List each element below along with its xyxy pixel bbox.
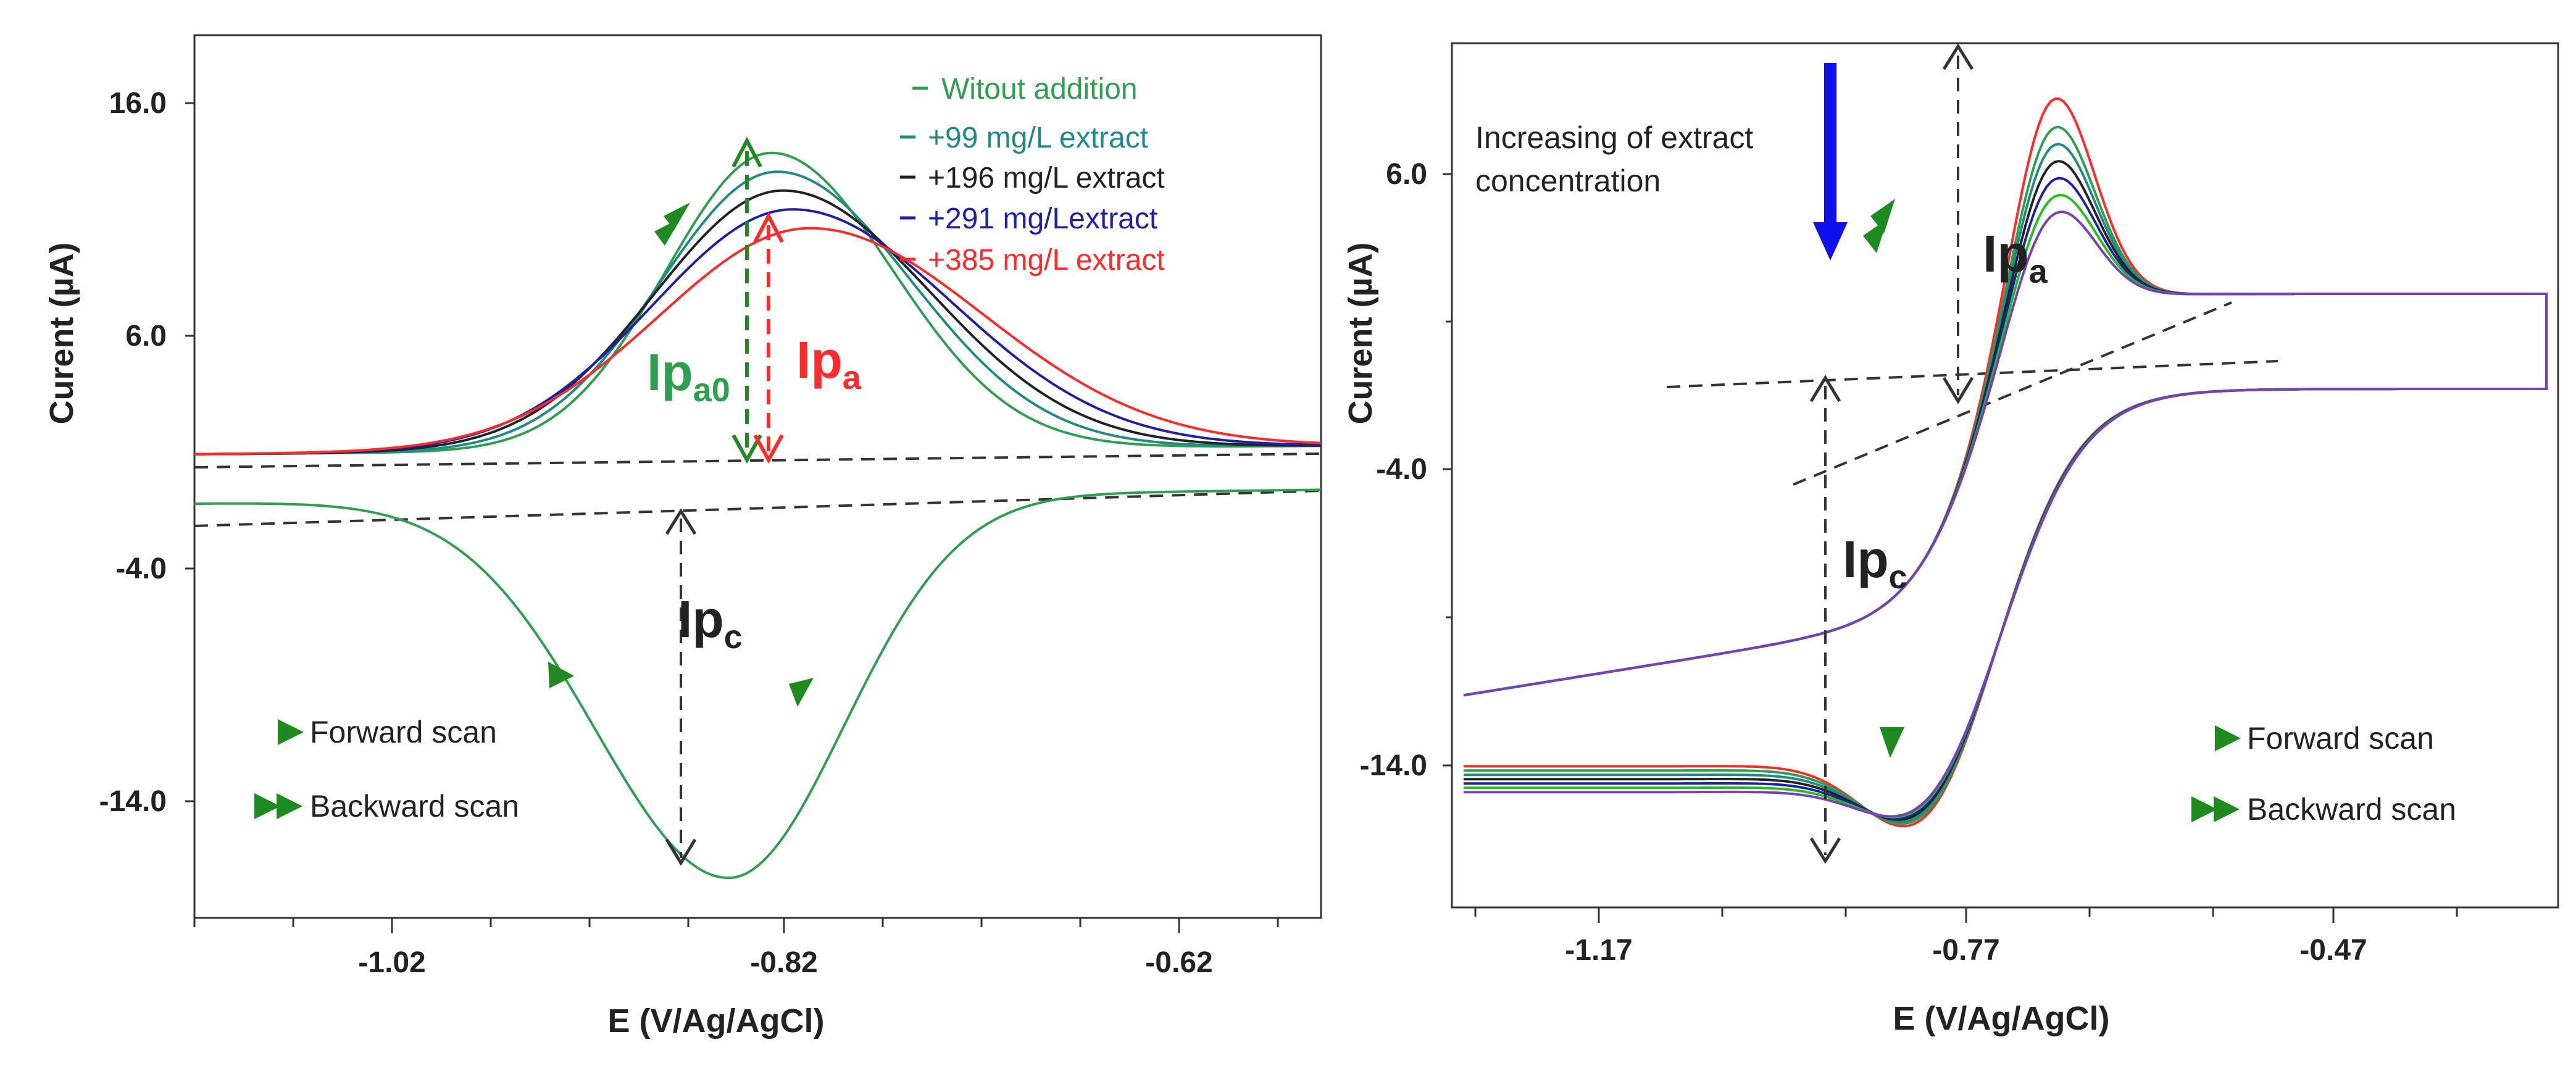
left-series-curves <box>194 151 1322 880</box>
right-ytick-label: 6.0 <box>1386 158 1427 191</box>
left-plot-frame <box>193 34 1322 919</box>
left-ipa0-label: Ipa0 <box>647 343 730 409</box>
left-scan-legend: Forward scan Backward scan <box>254 715 519 823</box>
right-cathodic-baseline <box>1793 301 2232 486</box>
left-cathodic-curve <box>194 488 1322 880</box>
backward-scan-icon <box>2191 796 2217 822</box>
right-xtick-label: -0.47 <box>2299 934 2367 967</box>
left-ipc-label: Ipc <box>678 590 743 656</box>
right-ipa-arrowhead <box>1942 377 1974 404</box>
legend-entry-label: +291 mg/Lextract <box>928 202 1157 235</box>
right-plot-frame <box>1451 42 2559 909</box>
left-x-axis-title: E (V/Ag/AgCl) <box>608 1002 825 1040</box>
right-xtick-marks <box>1474 907 2458 923</box>
left-ipa-label: Ipa <box>796 331 862 396</box>
left-anodic-curve <box>194 151 1321 456</box>
backward-scan-label: Backward scan <box>310 789 519 823</box>
backward-scan-icon <box>254 793 280 819</box>
concentration-annotation-line2: concentration <box>1475 164 1661 198</box>
left-ytick-label: 16.0 <box>109 87 167 120</box>
left-curve-backward-arrow <box>789 678 814 707</box>
right-ipc-label: Ipc <box>1843 530 1907 596</box>
left-anodic-curve <box>194 227 1322 456</box>
left-xtick-marks <box>193 918 1279 933</box>
right-scan-legend: Forward scan Backward scan <box>2191 721 2456 827</box>
left-ipc-arrowhead <box>665 838 697 866</box>
backward-scan-label: Backward scan <box>2247 792 2456 827</box>
right-curve-forward-arrow <box>1863 219 1888 253</box>
legend-entry-label: +385 mg/L extract <box>928 244 1165 277</box>
left-ytick-label: 6.0 <box>125 320 167 352</box>
left-legend: Witout addition +99 mg/L extract +196 mg… <box>900 73 1165 277</box>
left-ytick-label: -14.0 <box>99 785 167 818</box>
left-ytick-label: -4.0 <box>115 552 167 585</box>
left-xtick-label: -1.02 <box>358 946 425 979</box>
right-chart: 6.0 -4.0 -14.0 -1.17 -0.77 -0.47 E (V/Ag… <box>1342 42 2559 1037</box>
left-xtick-label: -0.82 <box>750 946 817 979</box>
legend-entry-label: +99 mg/L extract <box>928 122 1148 154</box>
left-ipa-arrowhead <box>753 434 784 464</box>
right-ipa-label: Ipa <box>1983 225 2048 290</box>
left-curve-forward-arrow <box>664 202 690 230</box>
backward-scan-icon <box>2214 796 2240 822</box>
left-ipc-arrowhead <box>665 508 697 535</box>
left-xtick-label: -0.62 <box>1145 946 1212 979</box>
backward-scan-icon <box>277 793 302 819</box>
right-series-curves <box>1463 98 2548 828</box>
right-xtick-label: -1.17 <box>1565 934 1632 967</box>
left-ipa0-arrowhead <box>732 136 762 168</box>
legend-entry-label: Witout addition <box>941 73 1138 106</box>
right-ytick-label: -4.0 <box>1376 453 1427 486</box>
concentration-annotation-line1: Increasing of extract <box>1475 120 1753 155</box>
concentration-arrowhead <box>1813 222 1848 260</box>
right-cv-curve <box>1463 98 2548 828</box>
right-ipc-arrowhead <box>1809 375 1841 402</box>
forward-scan-label: Forward scan <box>310 715 497 749</box>
forward-scan-label: Forward scan <box>2247 721 2434 756</box>
left-ipa0-arrowhead <box>732 434 762 464</box>
right-y-axis-title: Curent (µA) <box>1342 242 1379 424</box>
legend-entry-label: +196 mg/L extract <box>928 162 1165 194</box>
left-chart: 16.0 6.0 -4.0 -14.0 -1.02 -0.82 -0.62 E … <box>43 34 1322 1040</box>
left-cathodic-baseline <box>194 490 1322 527</box>
right-ytick-label: -14.0 <box>1360 749 1427 782</box>
right-curve-forward-arrow <box>1870 199 1895 233</box>
right-anodic-baseline <box>1666 360 2278 388</box>
left-curve-backward-arrow <box>548 662 574 688</box>
left-curve-forward-arrow <box>654 218 681 246</box>
forward-scan-icon <box>2215 725 2241 751</box>
right-xtick-label: -0.77 <box>1932 934 1999 967</box>
right-x-axis-title: E (V/Ag/AgCl) <box>1893 1000 2110 1037</box>
left-y-axis-title: Curent (µA) <box>43 242 80 424</box>
left-anodic-baseline <box>194 452 1322 469</box>
left-ipa-arrowhead <box>753 212 784 243</box>
right-ytick-minor-marks <box>1446 320 1452 619</box>
right-curve-backward-arrow <box>1880 727 1904 758</box>
right-ipa-arrowhead <box>1942 43 1974 70</box>
right-ipc-arrowhead <box>1809 837 1841 864</box>
forward-scan-icon <box>278 719 304 745</box>
